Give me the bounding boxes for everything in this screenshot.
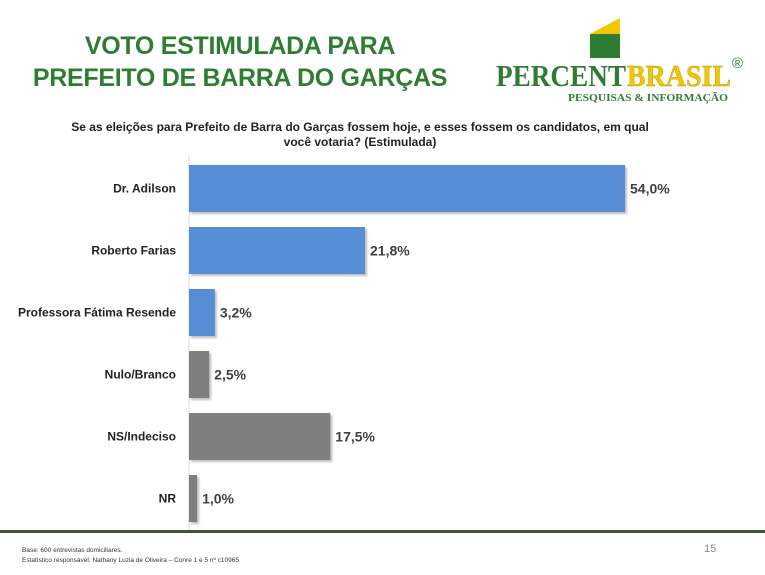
category-label-3: Nulo/Branco (105, 368, 176, 382)
footer-divider (0, 530, 765, 533)
logo-flag-green (590, 34, 620, 58)
bar-2 (189, 289, 215, 336)
bar-1 (189, 227, 366, 274)
page-title-line-1: VOTO ESTIMULADA PARA (84, 32, 396, 60)
category-label-4: NS/Indeciso (107, 430, 176, 444)
data-label-1: 21,8% (370, 243, 410, 259)
category-label-5: NR (159, 492, 177, 506)
footer-notes: Base: 600 entrevistas domiciliares. Esta… (22, 546, 239, 566)
category-label-2: Professora Fátima Resende (18, 306, 176, 320)
page-title-line-2: PREFEITO DE BARRA DO GARÇAS (32, 64, 448, 92)
footer-base-note: Base: 600 entrevistas domiciliares. (22, 547, 123, 554)
logo-text-percent: PERCENT (496, 58, 626, 93)
bars-layer: Dr. Adilson 54,0% Roberto Farias 21,8% Profe… (18, 155, 670, 530)
percent-brasil-logo: PERCENT BRASIL ® PESQUISAS & INFORMAÇÃO (496, 18, 743, 104)
page-title: VOTO ESTIMULADA PARA PREFEITO DE BARRA D… (0, 30, 480, 94)
logo-text-brasil: BRASIL (627, 58, 731, 93)
bar-0 (189, 165, 625, 212)
category-label-0: Dr. Adilson (113, 182, 176, 196)
survey-question: Se as eleições para Prefeito de Barra do… (71, 120, 649, 149)
footer-statistician-note: Estatístico responsável: Nathany Luzia d… (22, 557, 239, 564)
data-label-5: 1,0% (202, 491, 234, 507)
data-label-3: 2,5% (214, 367, 246, 383)
logo-registered-mark: ® (732, 55, 743, 72)
logo-tagline: PESQUISAS & INFORMAÇÃO (568, 92, 728, 104)
bar-5 (189, 475, 198, 522)
data-label-4: 17,5% (335, 429, 375, 445)
bar-4 (189, 413, 331, 460)
data-label-2: 3,2% (220, 305, 252, 321)
data-label-0: 54,0% (630, 181, 670, 197)
bar-3 (189, 351, 210, 398)
category-label-1: Roberto Farias (91, 244, 176, 258)
bar-chart: Dr. Adilson 54,0% Roberto Farias 21,8% Profe… (18, 155, 670, 530)
page-number: 15 (704, 543, 717, 555)
